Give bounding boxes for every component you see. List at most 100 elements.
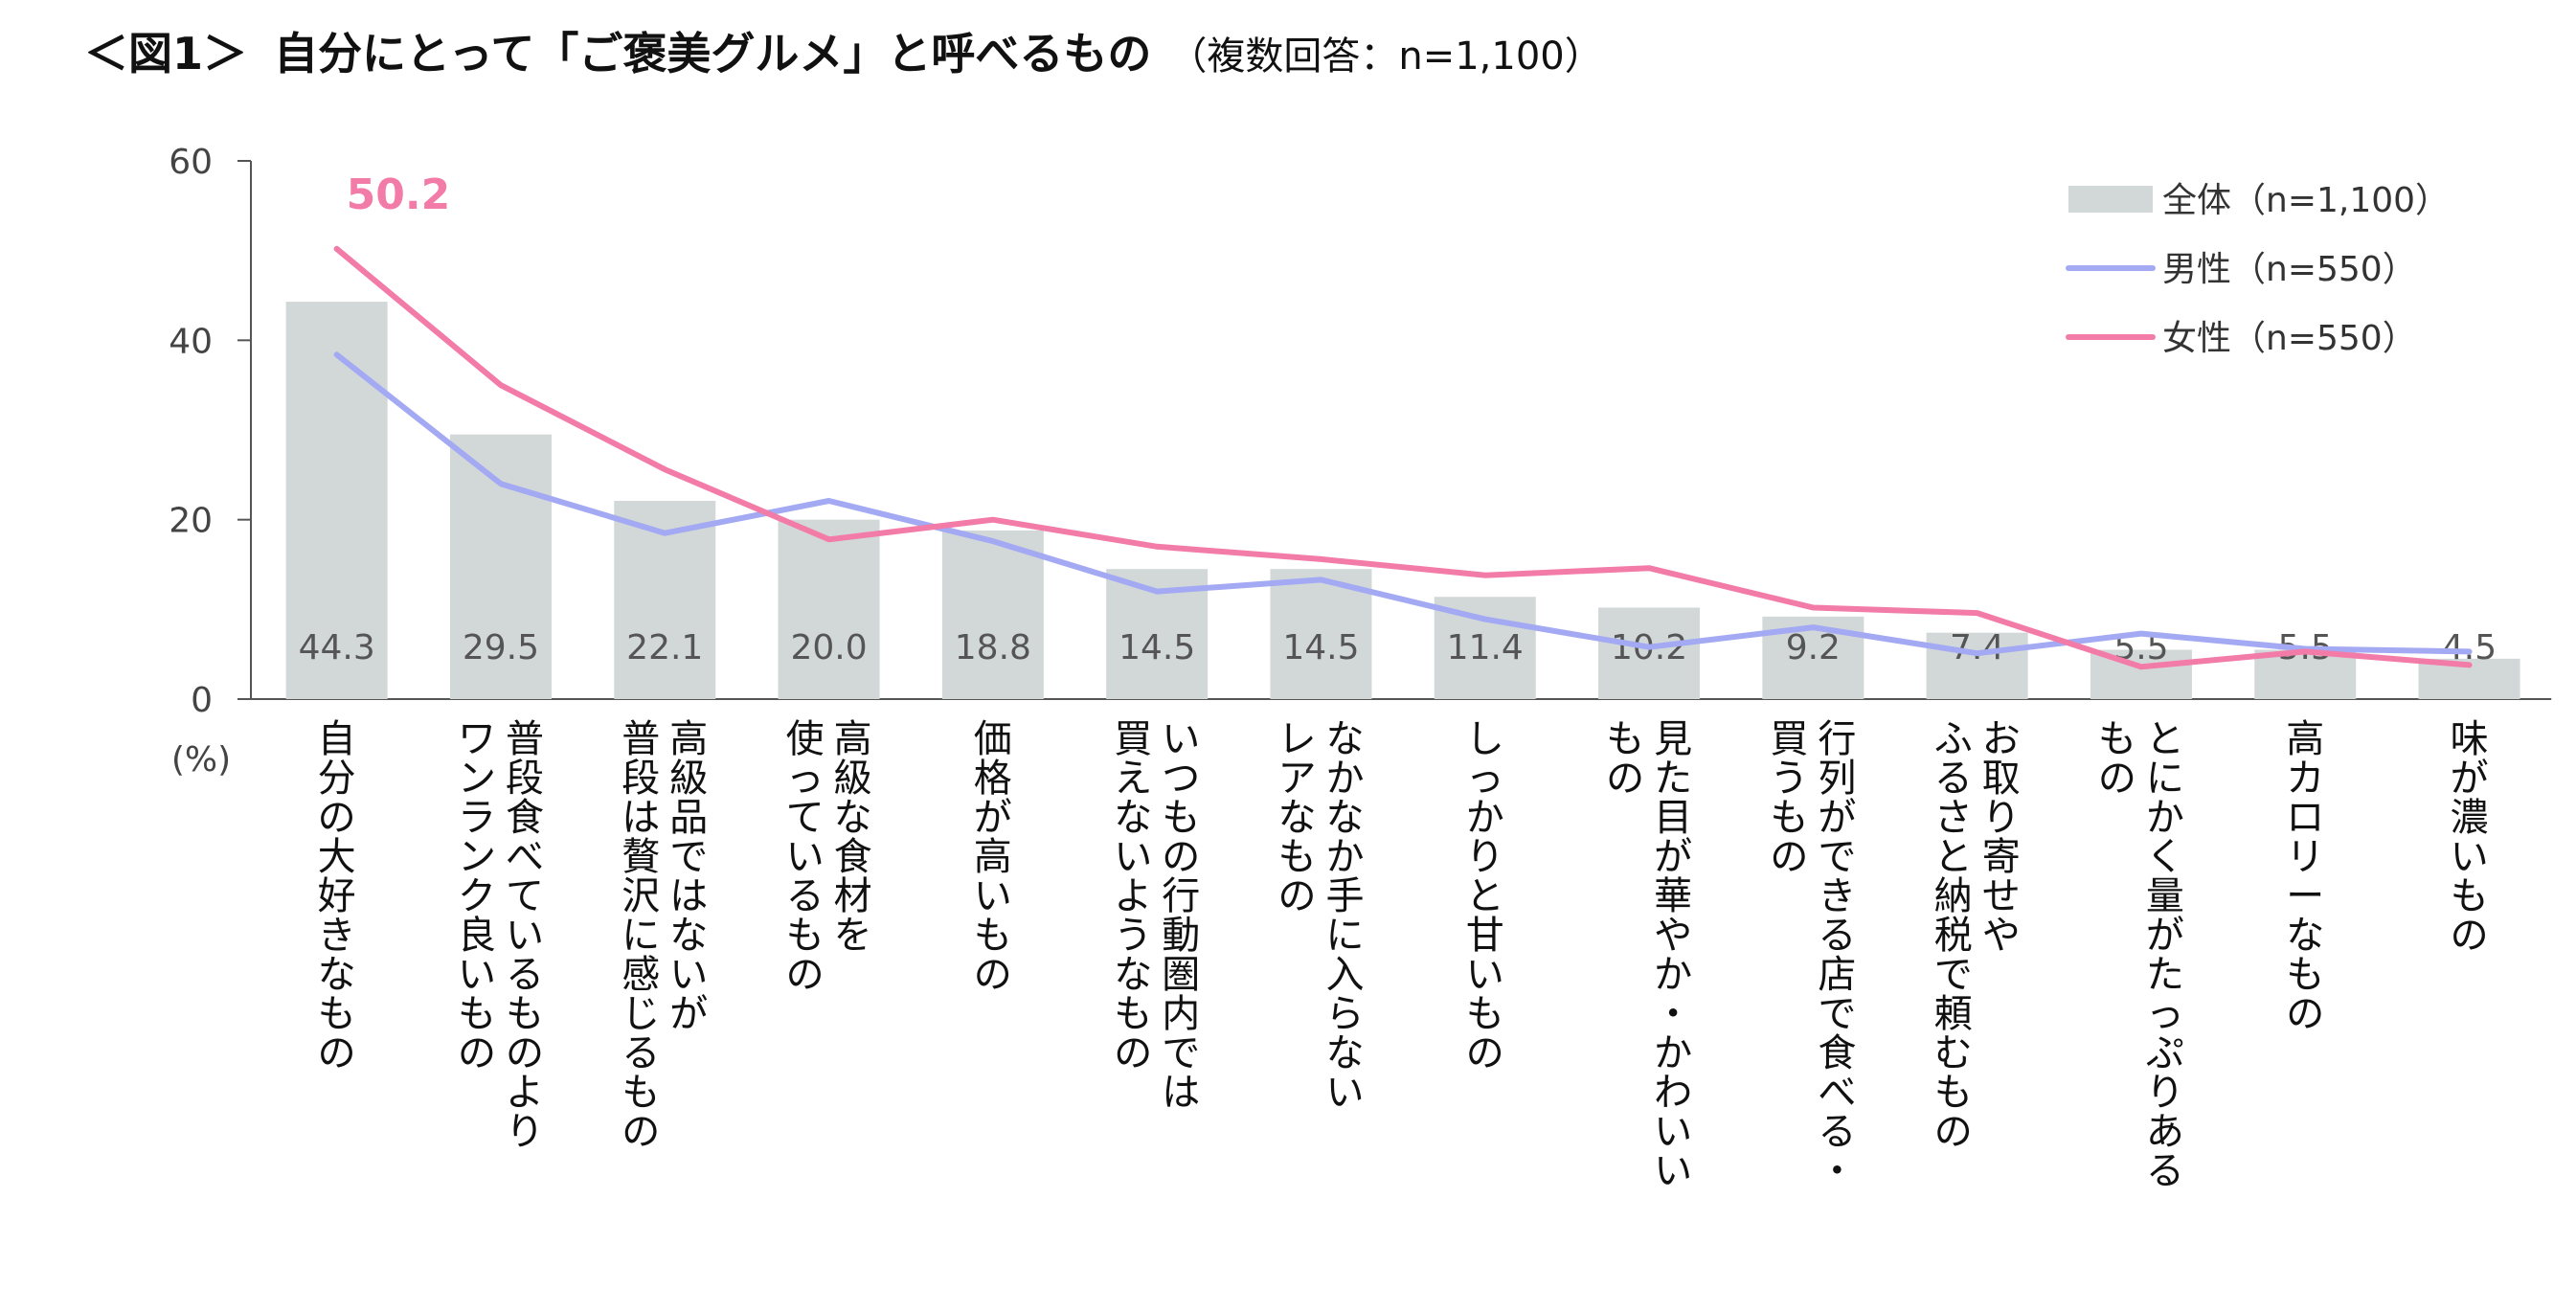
bar-value-label: 20.0 xyxy=(790,628,867,667)
category-char: 食 xyxy=(834,835,872,879)
category-char: 内 xyxy=(1162,992,1200,1036)
category-char: な xyxy=(318,953,356,997)
category-char: の xyxy=(786,953,825,997)
category-char: 列 xyxy=(1818,757,1856,801)
category-label-line: 自分の大好きなもの xyxy=(318,717,356,1075)
category-char: わ xyxy=(1654,1071,1692,1115)
category-label-line: 買えないようなもの xyxy=(1114,717,1152,1075)
category-label-line: 高級な食材を xyxy=(834,717,872,958)
category-label-line: 価格が高いもの xyxy=(974,717,1012,997)
category-label-line: もの xyxy=(1606,717,1644,801)
category-char: ワ xyxy=(458,717,496,761)
category-char: が xyxy=(669,992,708,1036)
category-char: い xyxy=(458,953,496,997)
category-char: は xyxy=(669,874,708,918)
category-char: き xyxy=(1818,874,1856,918)
category-char: 級 xyxy=(669,757,708,801)
category-label-line: お取り寄せや xyxy=(1982,717,2021,958)
category-char: い xyxy=(1654,1110,1692,1154)
category-char: る xyxy=(1934,757,1973,801)
category-char: 動 xyxy=(1162,914,1200,958)
chart-subtitle: （複数回答：n=1,100） xyxy=(1168,34,1603,79)
bar-all-10 xyxy=(1926,632,2028,699)
category-char: な xyxy=(834,796,872,840)
category-char: な xyxy=(2286,914,2324,958)
category-char: で xyxy=(1162,1031,1200,1075)
category-char: も xyxy=(2451,874,2489,918)
category-char: 使 xyxy=(786,717,825,761)
category-char: 食 xyxy=(1818,1031,1856,1075)
category-char: 味 xyxy=(2451,717,2489,761)
legend-label: 男性（n=550） xyxy=(2162,250,2417,289)
bar-value-label: 14.5 xyxy=(1282,628,1359,667)
category-char: 寄 xyxy=(1982,835,2021,879)
category-label-line: しっかりと甘いもの xyxy=(1466,717,1504,1075)
category-char: 普 xyxy=(621,717,660,761)
category-char: の xyxy=(1162,835,1200,879)
category-char: つ xyxy=(1162,757,1200,801)
category-char: い xyxy=(2451,835,2489,879)
category-label-line: 普段食べているものより xyxy=(506,717,544,1154)
bar-all-1 xyxy=(449,434,552,699)
category-label-line: 味が濃いもの xyxy=(2451,717,2489,958)
category-char: で xyxy=(1818,835,1856,879)
category-char: の xyxy=(2098,757,2136,801)
category-char: ぷ xyxy=(2146,1031,2184,1075)
category-char: い xyxy=(1114,835,1152,879)
bar-all-0 xyxy=(285,302,388,699)
category-char: 段 xyxy=(506,757,544,801)
category-char: も xyxy=(1606,717,1644,761)
bar-value-label: 29.5 xyxy=(463,628,539,667)
category-char: 高 xyxy=(974,835,1012,879)
line-male xyxy=(333,351,2473,657)
category-char: い xyxy=(669,953,708,997)
category-char: も xyxy=(2286,953,2324,997)
category-char: 頼 xyxy=(1934,992,1973,1036)
category-char: の xyxy=(1466,1031,1504,1075)
category-char: た xyxy=(1654,757,1692,801)
category-char: た xyxy=(2146,953,2184,997)
category-char: ー xyxy=(2286,874,2324,918)
category-char: 良 xyxy=(458,914,496,958)
category-char: が xyxy=(2451,757,2489,801)
category-char: の xyxy=(2286,992,2324,1036)
category-char: う xyxy=(1114,914,1152,958)
category-char: 高 xyxy=(669,717,708,761)
category-char: り xyxy=(1982,796,2021,840)
category-label-line: 見た目が華やか・かわいい xyxy=(1654,717,1692,1193)
line-female xyxy=(333,245,2473,670)
category-char: ン xyxy=(458,835,496,879)
bar-value-labels: 44.3 29.5 22.1 20.0 18.8 14.5 14.5 11.4 10.2 9.2 7… xyxy=(299,628,2497,667)
category-char: も xyxy=(1770,796,1808,840)
category-char: る xyxy=(1818,1110,1856,1154)
category-char: あ xyxy=(2146,1110,2184,1154)
bar-value-label: 9.2 xyxy=(1786,628,1841,667)
category-char: っ xyxy=(786,757,825,801)
category-char: も xyxy=(2098,717,2136,761)
category-char: く xyxy=(2146,835,2184,879)
category-label-line: ワンランク良いもの xyxy=(458,717,496,1075)
category-char: り xyxy=(506,1110,544,1154)
category-char: 量 xyxy=(2146,874,2184,918)
category-char: に xyxy=(621,914,660,958)
chart-title-row: ＜図1＞ 自分にとって「ご褒美グルメ」と呼べるもの （複数回答：n=1,100） xyxy=(84,19,1603,86)
category-char: や xyxy=(1982,914,2021,958)
category-label-line: なかなか手に入らない xyxy=(1326,717,1365,1115)
category-char: の xyxy=(1114,1031,1152,1075)
category-char: き xyxy=(318,914,356,958)
category-char: を xyxy=(834,914,872,958)
category-char: り xyxy=(1466,835,1504,879)
category-char: ン xyxy=(458,757,496,801)
category-char: い xyxy=(1466,953,1504,997)
category-char: も xyxy=(974,914,1012,958)
category-char: ク xyxy=(458,874,496,918)
category-char: も xyxy=(1466,992,1504,1036)
bar-value-label: 11.4 xyxy=(1447,628,1524,667)
category-label-line: 買うもの xyxy=(1770,717,1808,879)
category-char: は xyxy=(621,796,660,840)
category-char: い xyxy=(1654,1149,1692,1193)
category-char: 高 xyxy=(834,717,872,761)
category-char: は xyxy=(1162,1071,1200,1115)
category-char: え xyxy=(1114,757,1152,801)
category-char: 行 xyxy=(1162,874,1200,918)
